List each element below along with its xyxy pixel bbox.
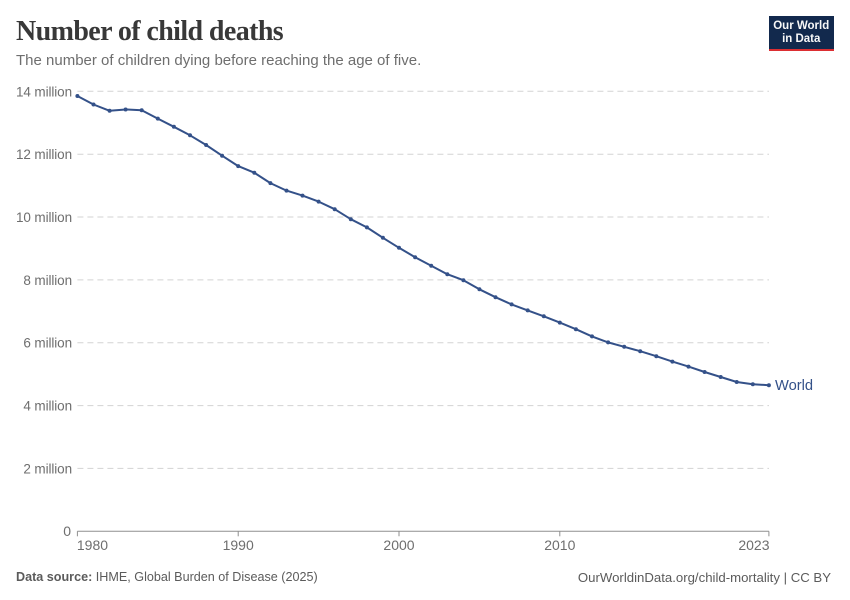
svg-text:2010: 2010 bbox=[544, 537, 575, 553]
svg-text:2023: 2023 bbox=[738, 537, 769, 553]
svg-text:4 million: 4 million bbox=[23, 399, 72, 414]
svg-text:0: 0 bbox=[63, 523, 71, 539]
svg-text:1980: 1980 bbox=[77, 537, 108, 553]
svg-text:2000: 2000 bbox=[383, 537, 414, 553]
svg-text:14 million: 14 million bbox=[16, 84, 72, 99]
svg-text:1990: 1990 bbox=[223, 537, 254, 553]
svg-text:10 million: 10 million bbox=[16, 210, 72, 225]
svg-text:8 million: 8 million bbox=[23, 273, 72, 288]
svg-text:6 million: 6 million bbox=[23, 336, 72, 351]
svg-text:World: World bbox=[775, 378, 813, 394]
svg-text:12 million: 12 million bbox=[16, 147, 72, 162]
svg-text:2 million: 2 million bbox=[23, 461, 72, 476]
